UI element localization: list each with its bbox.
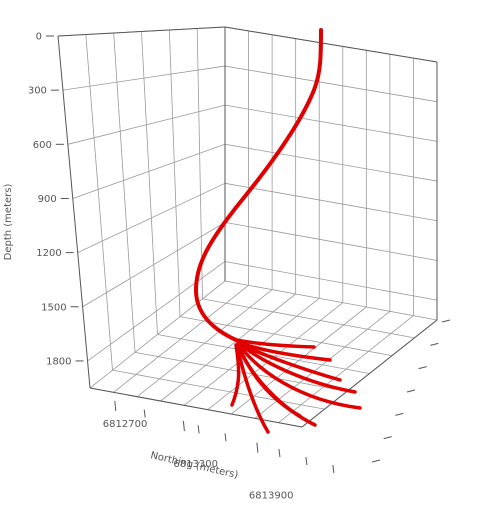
axis-line [89,387,303,428]
northing-minor-tick [332,464,335,474]
depth-tick-label: 0 [36,32,42,43]
axes-frame [57,26,438,428]
depth-tick-label: 1800 [46,356,71,367]
lateral-branch [237,343,362,410]
well-series [194,28,362,434]
lateral-branch [238,342,342,382]
grid-line [168,29,181,317]
northing-tick-label: 6813900 [249,491,294,502]
easting-tick-mark [441,319,451,323]
grid-line [202,298,415,339]
northing-minor-tick [197,425,200,434]
easting-tick-mark [371,459,381,463]
northing-minor-tick [278,449,281,458]
grid-line [224,65,438,103]
northing-axis-ticks: 6812700 6813300 6813900 [103,400,335,502]
northing-tick-mark [256,442,259,453]
northing-tick-label: 6812700 [103,419,148,430]
depth-tick-label: 900 [38,194,57,205]
main-wellbore [194,28,323,342]
easting-tick-mark [418,366,427,370]
axis-line [57,26,226,37]
northing-tick-mark [114,400,117,411]
grid-line [224,182,438,222]
grid-line [113,32,136,353]
grid-line [134,351,348,392]
lateral-branch [236,344,302,418]
x-axis-label: Northing (meters) [149,450,239,481]
axis-line [301,319,438,428]
depth-axis-ticks: 0 300 600 900 1200 1500 1800 [28,32,84,367]
lateral-branch [235,343,270,434]
easting-tick-mark [383,436,392,440]
northing-tick-label: 6813300 [173,459,218,470]
easting-tick-mark [395,412,404,416]
grid-line [224,261,438,301]
easting-tick-mark [406,389,416,393]
grid-line [224,280,438,321]
northing-minor-tick [143,409,146,418]
northing-minor-tick [305,456,308,466]
northing-minor-tick [224,433,227,442]
back-wall-grid [224,26,438,316]
grid-line [224,221,438,261]
lateral-branch [238,342,357,394]
grid-line [196,28,203,299]
lateral-branch [230,343,241,407]
grid-line [179,316,393,357]
easting-tick-mark [430,342,439,346]
northing-tick-mark [182,420,185,432]
lateral-branch [234,338,316,349]
depth-tick-label: 300 [28,86,47,97]
depth-tick-label: 600 [33,140,52,151]
depth-tick-label: 1500 [41,302,66,313]
right-axis-ticks [371,319,451,463]
left-wall-grid [57,26,226,371]
grid-line [224,143,438,182]
grid-line [224,104,438,142]
axis-line [224,26,438,63]
grid-line [85,34,113,371]
y-axis-label: Depth (meters) [3,184,14,261]
grid-line [112,369,325,410]
grid-line [141,31,158,335]
depth-tick-label: 1200 [36,248,61,259]
axis-line [57,35,91,389]
